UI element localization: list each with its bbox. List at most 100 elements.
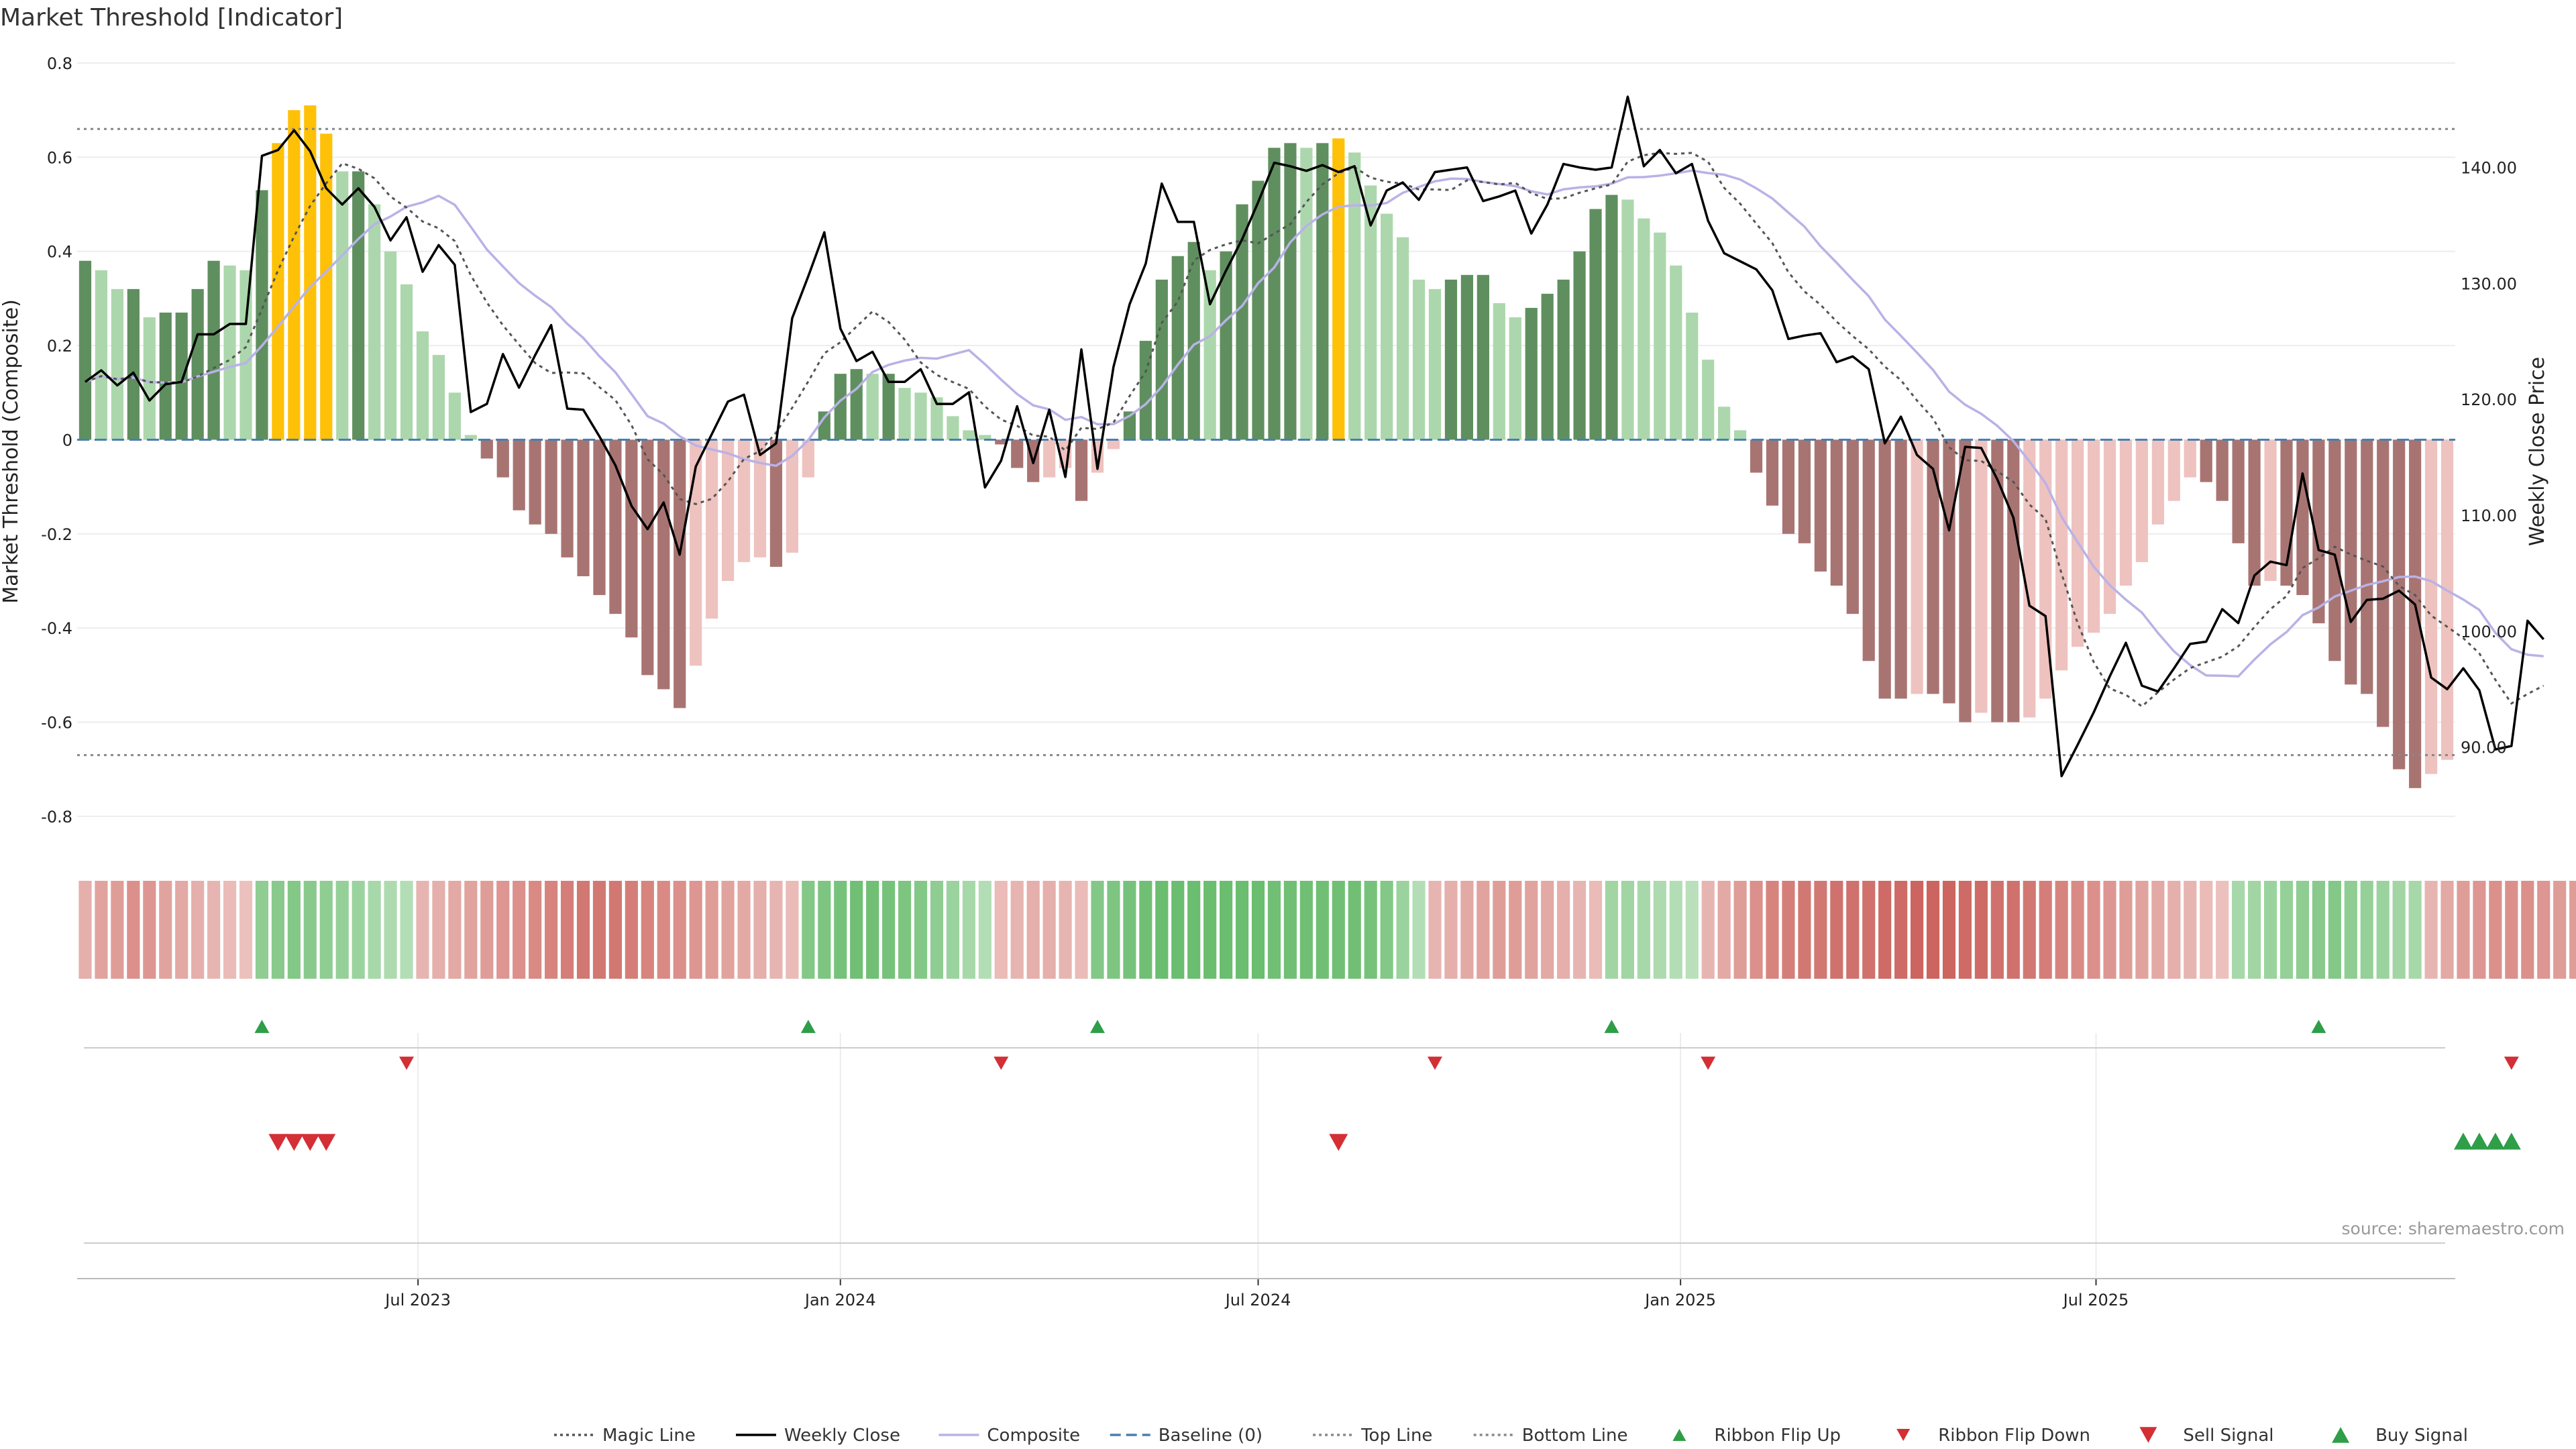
composite-bar [1670, 265, 1682, 440]
y-right-tick-label: 130.00 [2461, 274, 2517, 293]
ribbon-cell [802, 881, 815, 979]
ribbon-cell [1653, 881, 1666, 979]
ribbon-cell [818, 881, 831, 979]
y-tick-label: -0.6 [41, 714, 72, 733]
ribbon-cell [2184, 881, 2197, 979]
composite-bar [1846, 439, 1859, 614]
composite-bar [2184, 439, 2196, 478]
y-right-tick-label: 100.00 [2461, 623, 2517, 641]
ribbon-cell [1733, 881, 1747, 979]
composite-bar [1381, 213, 1393, 440]
composite-bar [1171, 256, 1184, 440]
ribbon-cell [1911, 881, 1924, 979]
composite-bar [1959, 439, 1972, 722]
composite-bar [78, 260, 92, 440]
ribbon-cell [1685, 881, 1699, 979]
y-right-tick-label: 140.00 [2461, 159, 2517, 178]
ribbon-cell [1862, 881, 1876, 979]
ribbon-cell [1958, 881, 1972, 979]
composite-bar [2248, 439, 2261, 586]
y-axis-label: Market Threshold (Composite) [0, 299, 23, 604]
ribbon-cell [432, 881, 445, 979]
composite-bar [545, 439, 557, 534]
ribbon-cell [1557, 881, 1570, 979]
composite-bar [1043, 439, 1056, 478]
composite-bar [995, 439, 1008, 445]
legend-item: Bottom Line [1473, 1426, 1628, 1446]
ribbon-cell [1332, 881, 1345, 979]
ribbon-cell [319, 881, 333, 979]
composite-bar [979, 435, 991, 440]
ribbon-flip-up-marker [800, 1020, 816, 1033]
composite-bar [400, 284, 413, 440]
ribbon-cell [2071, 881, 2084, 979]
ribbon-cell [2521, 881, 2534, 979]
ribbon-cell [2039, 881, 2052, 979]
composite-bar [1943, 439, 1955, 704]
ribbon-cell [2167, 881, 2181, 979]
ribbon-cell [1605, 881, 1619, 979]
ribbon-cell [1059, 881, 1072, 979]
ribbon-cell [1926, 881, 1940, 979]
composite-bar [2087, 439, 2100, 633]
composite-bar [1782, 439, 1795, 534]
ribbon-cell [1187, 881, 1201, 979]
ribbon-cell [2087, 881, 2100, 979]
composite-bar [2151, 439, 2164, 525]
ribbon-cell [1621, 881, 1635, 979]
composite-bar [786, 439, 798, 553]
ribbon-cell [1267, 881, 1281, 979]
ribbon-cell [576, 881, 590, 979]
composite-bar [1107, 439, 1120, 449]
sell-signal-marker [1329, 1134, 1348, 1151]
ribbon-cell [1798, 881, 1811, 979]
ribbon-cell [2553, 881, 2567, 979]
ribbon-cell [175, 881, 189, 979]
legend-label: Composite [987, 1426, 1080, 1446]
ribbon-cell [978, 881, 991, 979]
ribbon-cell [2200, 881, 2213, 979]
composite-bar [336, 171, 349, 440]
ribbon-cell [513, 881, 526, 979]
composite-bar [850, 369, 863, 440]
composite-bar [2055, 439, 2068, 671]
ribbon-cell [2569, 881, 2576, 979]
composite-bar [513, 439, 525, 511]
composite-bar [1621, 199, 1634, 440]
ribbon-cell [1477, 881, 1490, 979]
ribbon-cell [1283, 881, 1297, 979]
source-note: source: sharemaestro.com [2342, 1219, 2565, 1238]
composite-bar [1605, 195, 1618, 440]
composite-bar [159, 312, 172, 440]
ribbon-cell [2263, 881, 2277, 979]
buy-signal-marker [2469, 1132, 2489, 1150]
composite-bar [496, 439, 509, 478]
legend-item: Composite [938, 1426, 1080, 1446]
legend-label: Magic Line [602, 1426, 696, 1446]
ribbon-cell [2328, 881, 2341, 979]
composite-bars [78, 105, 2454, 788]
legend-label: Bottom Line [1522, 1426, 1628, 1446]
ribbon-cell [946, 881, 960, 979]
composite-bar [464, 435, 477, 440]
composite-bar [898, 388, 911, 440]
legend-label: Ribbon Flip Down [1938, 1426, 2090, 1446]
x-tick-label: Jul 2023 [384, 1291, 451, 1309]
composite-bar [1460, 274, 1474, 440]
composite-bar [1927, 439, 1939, 694]
ribbon-cell [1123, 881, 1136, 979]
ribbon-cell [303, 881, 317, 979]
ribbon-cell [737, 881, 751, 979]
composite-bar [577, 439, 590, 576]
composite-bar [143, 317, 156, 440]
ribbon-cell [898, 881, 912, 979]
ribbon-panel [78, 881, 2576, 979]
ribbon-cell [625, 881, 638, 979]
composite-bar [1830, 439, 1843, 586]
ribbon-cell [78, 881, 92, 979]
composite-bar [207, 260, 220, 440]
ribbon-cell [1701, 881, 1715, 979]
y-right-tick-label: 90.00 [2461, 739, 2507, 757]
composite-bar [1220, 251, 1232, 440]
composite-bar [866, 374, 879, 440]
